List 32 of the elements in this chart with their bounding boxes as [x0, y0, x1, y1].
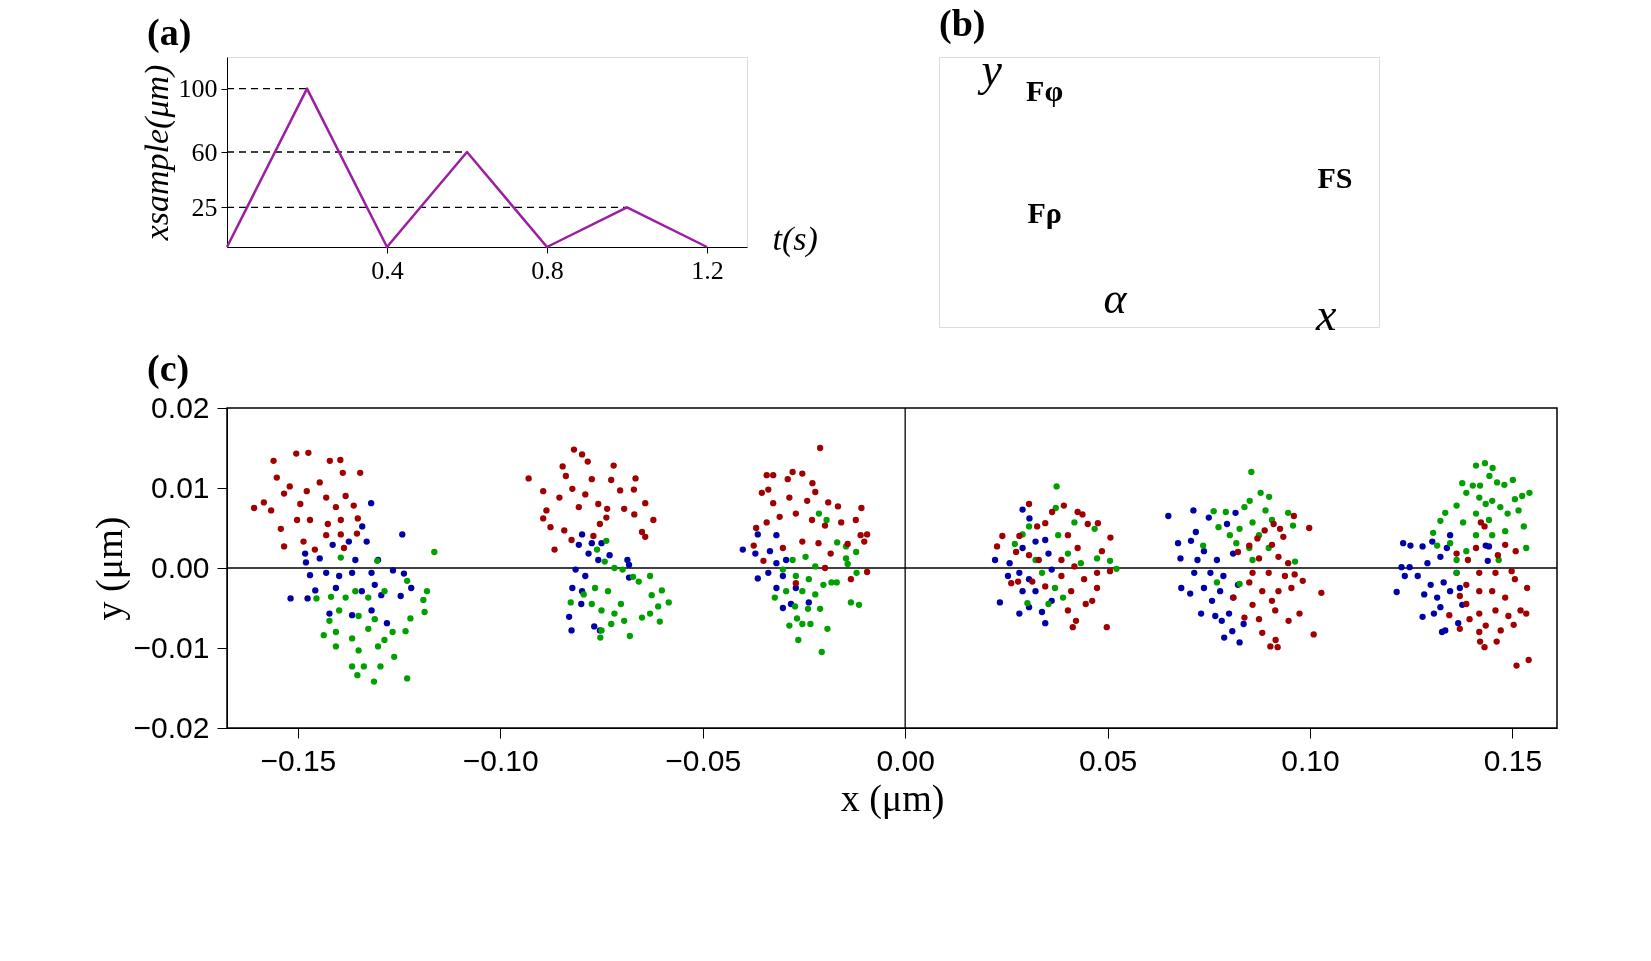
line-series [225, 87, 709, 249]
x-tick-label: 0.8 [531, 255, 564, 285]
x-tick-label: −0.05 [665, 743, 742, 777]
x-tick-label: −0.10 [462, 743, 539, 777]
y-axis-title: xsample(μm) [137, 64, 176, 242]
x-tick-label: 0.4 [371, 255, 404, 285]
x-tick-label: 0.05 [1078, 743, 1138, 777]
x-tick-label: 1.2 [691, 255, 724, 285]
y-tick-label: 0.00 [151, 550, 210, 584]
text: Fρ [1027, 195, 1062, 229]
y-tick-label: 0.02 [151, 390, 210, 424]
x-tick-label: 0.10 [1281, 743, 1340, 777]
y-tick-label: 25 [191, 192, 218, 222]
y-tick-label: −0.02 [133, 710, 210, 744]
x-tick-label: −0.15 [260, 743, 337, 777]
text: Fφ [1026, 74, 1064, 108]
x-tick-label: 0.00 [876, 743, 935, 777]
text: FS [1317, 160, 1353, 194]
text: α [1103, 274, 1128, 323]
x-tick-label: 0.15 [1483, 743, 1543, 777]
text: y [977, 43, 1003, 95]
x-axis-title: t(s) [772, 219, 818, 258]
text: (b) [939, 1, 986, 45]
chart-title: (c) [147, 347, 190, 390]
x-axis-title: x (μm) [840, 776, 945, 820]
y-tick-label: 60 [191, 137, 218, 167]
y-tick-label: 0.01 [151, 470, 210, 504]
y-axis-title: y (μm) [87, 516, 131, 621]
y-tick-label: −0.01 [133, 630, 210, 664]
y-tick-label: 100 [178, 74, 218, 104]
chart-title: (a) [147, 11, 192, 54]
text: x [1314, 289, 1337, 341]
